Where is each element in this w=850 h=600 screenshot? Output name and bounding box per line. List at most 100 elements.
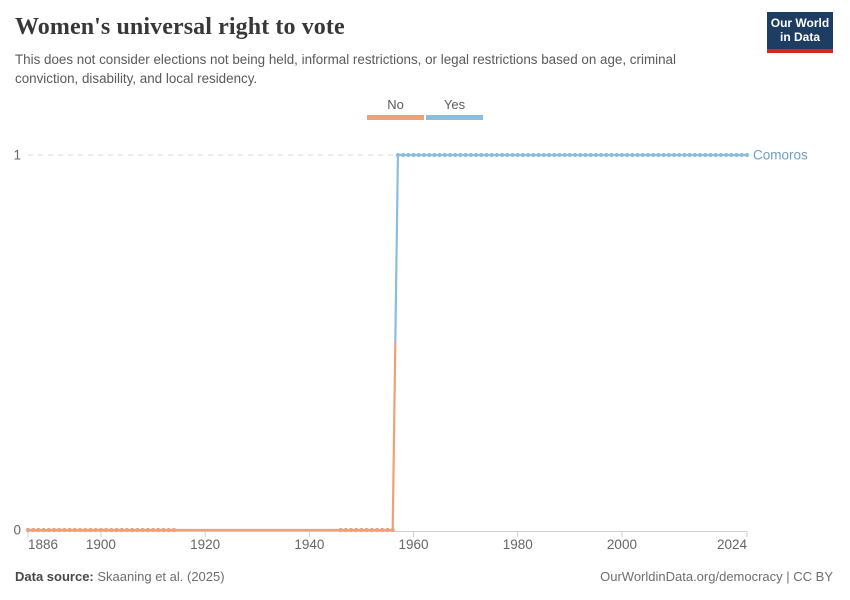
data-point-marker[interactable]: [88, 527, 93, 533]
data-point-marker[interactable]: [713, 152, 718, 158]
data-point-marker[interactable]: [447, 152, 453, 158]
data-point-marker[interactable]: [130, 527, 135, 533]
data-point-marker[interactable]: [416, 152, 421, 158]
data-point-marker[interactable]: [406, 152, 411, 158]
data-point-marker[interactable]: [515, 152, 520, 158]
data-point-marker[interactable]: [166, 527, 171, 533]
data-point-marker[interactable]: [93, 527, 98, 533]
data-point-marker[interactable]: [41, 527, 46, 533]
data-point-marker[interactable]: [692, 152, 697, 158]
data-point-marker[interactable]: [682, 152, 687, 158]
data-point-marker[interactable]: [489, 152, 494, 158]
credit-line[interactable]: OurWorldinData.org/democracy | CC BY: [600, 569, 833, 584]
data-point-marker[interactable]: [359, 527, 364, 533]
data-point-marker[interactable]: [724, 152, 729, 158]
data-point-marker[interactable]: [677, 152, 682, 158]
data-point-marker[interactable]: [578, 152, 583, 158]
data-point-marker[interactable]: [687, 152, 692, 158]
data-point-marker[interactable]: [442, 152, 447, 158]
data-point-marker[interactable]: [666, 152, 671, 158]
data-point-marker[interactable]: [510, 152, 515, 158]
data-point-marker[interactable]: [546, 152, 552, 158]
data-point-marker[interactable]: [567, 152, 572, 158]
data-point-marker[interactable]: [83, 527, 88, 533]
data-point-marker[interactable]: [526, 152, 531, 158]
data-point-marker[interactable]: [374, 527, 380, 533]
data-point-marker[interactable]: [661, 152, 666, 158]
owid-logo[interactable]: Our World in Data: [767, 12, 833, 53]
data-point-marker[interactable]: [557, 152, 562, 158]
data-point-marker[interactable]: [109, 527, 114, 533]
data-point-marker[interactable]: [380, 527, 385, 533]
data-point-marker[interactable]: [161, 527, 166, 533]
data-point-marker[interactable]: [36, 527, 41, 533]
data-point-marker[interactable]: [156, 527, 161, 533]
data-point-marker[interactable]: [536, 152, 541, 158]
data-point-marker[interactable]: [630, 152, 635, 158]
data-point-marker[interactable]: [625, 152, 630, 158]
data-point-marker[interactable]: [609, 152, 614, 158]
data-point-marker[interactable]: [145, 527, 150, 533]
data-point-marker[interactable]: [645, 152, 651, 158]
data-point-marker[interactable]: [505, 152, 510, 158]
data-point-marker[interactable]: [619, 152, 625, 158]
data-point-marker[interactable]: [500, 152, 505, 158]
data-point-marker[interactable]: [453, 152, 458, 158]
data-point-marker[interactable]: [78, 527, 83, 533]
data-point-marker[interactable]: [395, 152, 401, 158]
data-point-marker[interactable]: [651, 152, 656, 158]
data-point-marker[interactable]: [640, 152, 645, 158]
data-point-marker[interactable]: [583, 152, 588, 158]
data-point-marker[interactable]: [348, 527, 354, 533]
data-point-marker[interactable]: [698, 152, 703, 158]
data-point-marker[interactable]: [411, 152, 416, 158]
data-point-marker[interactable]: [364, 527, 369, 533]
data-point-marker[interactable]: [171, 527, 176, 533]
data-point-marker[interactable]: [718, 152, 724, 158]
data-point-marker[interactable]: [150, 527, 156, 533]
data-point-marker[interactable]: [369, 527, 374, 533]
data-point-marker[interactable]: [114, 527, 119, 533]
data-point-marker[interactable]: [67, 527, 72, 533]
data-point-marker[interactable]: [708, 152, 713, 158]
data-point-marker[interactable]: [468, 152, 473, 158]
data-point-marker[interactable]: [588, 152, 593, 158]
data-point-marker[interactable]: [25, 527, 31, 533]
data-point-marker[interactable]: [593, 152, 599, 158]
data-point-marker[interactable]: [604, 152, 609, 158]
data-point-marker[interactable]: [552, 152, 557, 158]
data-point-marker[interactable]: [734, 152, 739, 158]
data-point-marker[interactable]: [656, 152, 661, 158]
data-point-marker[interactable]: [57, 527, 62, 533]
data-point-marker[interactable]: [124, 527, 130, 533]
data-point-marker[interactable]: [432, 152, 437, 158]
entity-label-comoros[interactable]: Comoros: [753, 148, 808, 163]
data-point-marker[interactable]: [671, 152, 677, 158]
data-point-marker[interactable]: [104, 527, 109, 533]
data-point-marker[interactable]: [119, 527, 124, 533]
data-point-marker[interactable]: [51, 527, 57, 533]
data-point-marker[interactable]: [744, 152, 750, 158]
data-point-marker[interactable]: [46, 527, 51, 533]
data-point-marker[interactable]: [599, 152, 604, 158]
data-point-marker[interactable]: [463, 152, 468, 158]
data-point-marker[interactable]: [729, 152, 734, 158]
data-point-marker[interactable]: [135, 527, 140, 533]
data-point-marker[interactable]: [541, 152, 546, 158]
data-point-marker[interactable]: [354, 527, 359, 533]
data-point-marker[interactable]: [427, 152, 432, 158]
data-point-marker[interactable]: [531, 152, 536, 158]
data-point-marker[interactable]: [520, 152, 526, 158]
data-point-marker[interactable]: [72, 527, 77, 533]
data-point-marker[interactable]: [343, 527, 348, 533]
data-point-marker[interactable]: [62, 527, 67, 533]
data-point-marker[interactable]: [703, 152, 708, 158]
data-point-marker[interactable]: [421, 152, 427, 158]
data-point-marker[interactable]: [739, 152, 744, 158]
data-point-marker[interactable]: [390, 527, 395, 533]
legend-item-yes[interactable]: Yes: [426, 97, 483, 120]
data-point-marker[interactable]: [614, 152, 619, 158]
data-point-marker[interactable]: [385, 527, 390, 533]
data-point-marker[interactable]: [572, 152, 578, 158]
data-point-marker[interactable]: [494, 152, 500, 158]
